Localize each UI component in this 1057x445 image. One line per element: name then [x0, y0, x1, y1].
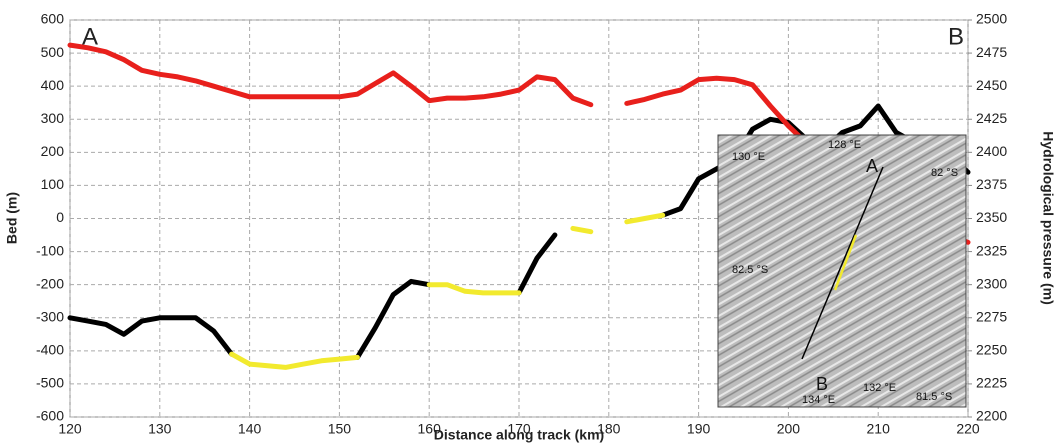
inset-label: 82.5 °S — [732, 264, 768, 276]
x-tick-label: 140 — [238, 421, 262, 437]
x-tick-label: 200 — [777, 421, 801, 437]
annotation: A — [82, 23, 98, 50]
x-tick-label: 130 — [148, 421, 172, 437]
inset-label: 130 °E — [732, 151, 765, 163]
inset-label: 81.5 °S — [916, 391, 952, 403]
x-tick-label: 170 — [507, 421, 531, 437]
y-tick-label: -600 — [36, 408, 64, 424]
inset-label: 134 °E — [802, 394, 835, 406]
y-axis-title: Bed (m) — [4, 192, 20, 244]
y2-tick-label: 2200 — [976, 408, 1007, 424]
y-tick-label: -300 — [36, 308, 64, 324]
y-tick-label: -400 — [36, 342, 64, 358]
inset-label: B — [816, 374, 828, 394]
y2-tick-label: 2500 — [976, 11, 1007, 27]
y2-tick-label: 2300 — [976, 275, 1007, 291]
chart: Distance along track (km) Bed (m) Hydrol… — [0, 0, 1057, 445]
inset-label: 132 °E — [863, 382, 896, 394]
inset-label: A — [866, 156, 878, 176]
y2-tick-label: 2425 — [976, 110, 1007, 126]
y2-tick-label: 2225 — [976, 375, 1007, 391]
y-tick-label: 600 — [41, 11, 65, 27]
inset-label: 82 °S — [931, 167, 958, 179]
y2-tick-label: 2350 — [976, 209, 1007, 225]
y2-tick-label: 2250 — [976, 342, 1007, 358]
y-tick-label: -200 — [36, 275, 64, 291]
y-tick-label: 100 — [41, 176, 65, 192]
y-tick-label: 400 — [41, 77, 65, 93]
y2-axis-title: Hydrological pressure (m) — [1040, 131, 1056, 305]
inset-label: 128 °E — [828, 139, 861, 151]
x-tick-label: 150 — [328, 421, 352, 437]
y2-tick-label: 2400 — [976, 143, 1007, 159]
y-tick-label: 0 — [56, 209, 64, 225]
y2-tick-label: 2325 — [976, 242, 1007, 258]
y-tick-label: 300 — [41, 110, 65, 126]
x-tick-label: 190 — [687, 421, 711, 437]
annotation: B — [948, 23, 964, 50]
y2-tick-label: 2275 — [976, 308, 1007, 324]
y-tick-label: 500 — [41, 44, 65, 60]
y-tick-label: -100 — [36, 242, 64, 258]
x-tick-label: 160 — [418, 421, 442, 437]
y-tick-label: 200 — [41, 143, 65, 159]
y-tick-label: -500 — [36, 375, 64, 391]
y2-tick-label: 2375 — [976, 176, 1007, 192]
y2-tick-label: 2450 — [976, 77, 1007, 93]
y2-tick-label: 2475 — [976, 44, 1007, 60]
x-tick-label: 210 — [867, 421, 891, 437]
x-tick-label: 180 — [597, 421, 621, 437]
